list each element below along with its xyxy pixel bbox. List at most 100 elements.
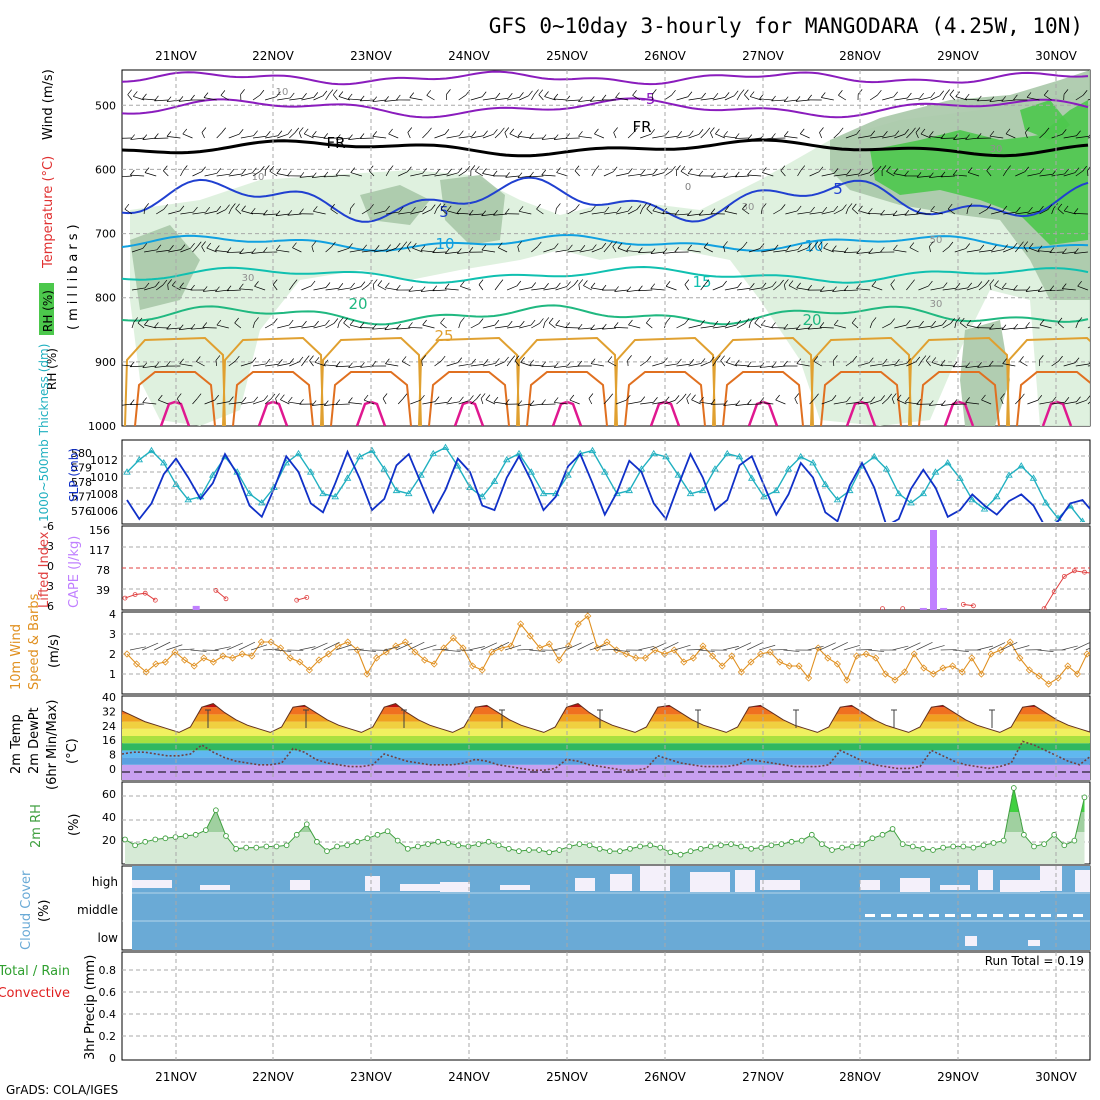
wind-speed-marker <box>401 638 409 646</box>
wind-barb <box>882 323 891 329</box>
wind-barb-flag <box>504 356 509 363</box>
wind-barb <box>748 322 751 329</box>
wind-speed-marker <box>728 652 736 660</box>
wind-barb <box>142 402 157 405</box>
wind-barb-flag <box>843 247 849 253</box>
wind-barb <box>407 132 411 139</box>
wind-barb-flag <box>891 393 897 399</box>
wind-barb-flag <box>577 360 583 367</box>
date-label-top: 29NOV <box>937 49 979 63</box>
wind-barb <box>337 322 340 329</box>
wind-barb-flag <box>240 89 245 95</box>
wind-barb <box>1015 246 1020 253</box>
wind-speed-marker <box>766 648 774 656</box>
wind-barb <box>312 175 326 179</box>
cape-bar <box>1092 605 1099 610</box>
wind-barb-flag <box>723 131 728 137</box>
wind-barb-flag <box>601 94 607 101</box>
wind-barb-flag <box>807 284 812 291</box>
wind-barb <box>517 246 520 253</box>
wind-barb-flag <box>796 282 801 289</box>
wind-barb-flag <box>870 130 876 136</box>
wind-barb <box>158 399 169 405</box>
wind-barb-flag <box>799 128 805 135</box>
wind-speed-marker <box>1006 638 1014 646</box>
mid-cloud-mark <box>1041 914 1051 917</box>
wind-speed-marker <box>641 654 649 662</box>
wind-barb <box>965 402 980 405</box>
wind-barb <box>144 172 157 177</box>
wind-barb-flag <box>253 396 259 403</box>
wind-barb-flag <box>446 205 452 212</box>
wind-barb <box>664 363 678 367</box>
thickness-marker <box>588 446 597 454</box>
wind-barb <box>412 247 423 253</box>
wind-barb-flag <box>332 89 338 95</box>
wind-barb <box>215 250 229 253</box>
wind-barb-flag <box>698 210 704 216</box>
wind-barb-flag <box>277 130 283 136</box>
contour-30 <box>820 371 902 426</box>
wind-barb-flag <box>689 130 694 136</box>
wind-barb-flag <box>396 323 401 330</box>
wind-barb-flag <box>304 355 310 361</box>
thickness-marker <box>1005 471 1013 478</box>
wind-barb-flag <box>592 244 597 250</box>
wind-barb-flag <box>833 168 839 174</box>
wind-barb <box>652 401 666 405</box>
rh-shading <box>870 100 1088 245</box>
wind-barb <box>823 247 834 253</box>
thickness-marker <box>980 505 989 512</box>
wind-barb-flag <box>615 92 620 98</box>
wind-barb <box>942 323 951 329</box>
mid-cloud-mark <box>865 914 875 917</box>
wind-barb-flag <box>759 243 765 249</box>
cloud-gap <box>900 878 930 892</box>
wind-barb-flag <box>920 128 926 135</box>
wind-barb <box>155 284 164 291</box>
wind-speed-marker <box>344 638 352 646</box>
wind-barb <box>1087 99 1090 101</box>
upper-air-ytick: 900 <box>95 356 116 369</box>
precip-ytick: 0.2 <box>99 1030 117 1043</box>
wind-barb <box>280 399 290 405</box>
wind-barb <box>494 361 505 367</box>
ylabel-temperature: Temperature (°C) <box>41 156 56 269</box>
ylabel-2m-dewpt: 2m DewPt <box>27 707 42 774</box>
lifted-ytick: 0 <box>47 560 54 573</box>
rh-shading <box>360 185 430 225</box>
wind-barb <box>723 135 738 139</box>
wind-barb-flag <box>780 204 786 210</box>
wind-barb <box>711 175 725 178</box>
wind-barb <box>700 284 706 291</box>
wind-barb <box>991 249 1004 253</box>
wind-barb-flag <box>541 169 546 176</box>
wind-barb <box>868 212 883 215</box>
thickness-line <box>126 446 1086 522</box>
wind-barb-flag <box>493 396 499 403</box>
wind-speed-marker <box>833 660 841 668</box>
wind-barb-flag <box>190 94 195 101</box>
wind-barb <box>809 211 823 215</box>
wind-barb-flag <box>713 320 719 327</box>
wind-barb-flag <box>179 205 185 212</box>
wind-barb-flag <box>349 319 355 326</box>
wind10-barb <box>504 644 522 651</box>
wind-speed-marker <box>200 654 208 662</box>
wind-barb <box>578 284 581 291</box>
wind-speed-marker <box>325 650 333 658</box>
wind-barb <box>742 208 750 215</box>
wind-barb <box>712 360 717 367</box>
wind-barb-flag <box>324 400 329 406</box>
rh-ytick: 40 <box>102 811 116 824</box>
wind-barb-flag <box>541 134 547 140</box>
wind-barb-flag <box>929 172 934 178</box>
wind-barb <box>485 399 496 405</box>
wind-barb-flag <box>459 130 464 136</box>
wind-barb <box>906 361 916 367</box>
wind-barb <box>953 137 967 140</box>
wind-speed-marker <box>699 642 707 650</box>
wind-barb <box>396 327 411 330</box>
wind-barb <box>251 251 266 254</box>
wind-barb <box>408 327 423 329</box>
